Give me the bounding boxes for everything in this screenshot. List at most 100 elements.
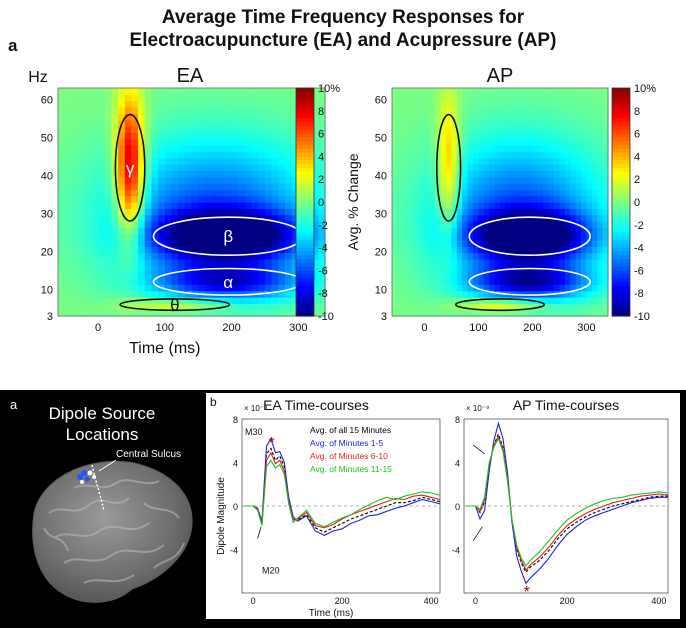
heatmap-frame — [391, 87, 609, 317]
y-tick-label: 4 — [455, 459, 460, 469]
heatmap-cell — [231, 290, 239, 298]
heatmap-cell — [440, 214, 447, 222]
heatmap-cell — [554, 221, 560, 228]
heatmap-cell — [151, 126, 159, 133]
heatmap-cell — [429, 278, 436, 285]
heatmap-cell — [224, 208, 233, 216]
heatmap-cell — [111, 208, 119, 216]
heatmap-cell — [570, 183, 577, 190]
heatmap-cell — [494, 113, 501, 121]
heatmap-cell — [244, 132, 253, 140]
colorbar-segment — [612, 217, 630, 222]
heatmap-cell — [64, 176, 72, 184]
heatmap-cell — [258, 119, 266, 127]
heatmap-cell — [244, 126, 253, 133]
heatmap-cell — [218, 202, 226, 209]
heatmap-cell — [124, 271, 133, 279]
heatmap-cell — [451, 214, 458, 222]
heatmap-cell — [231, 94, 239, 102]
heatmap-cell — [559, 126, 566, 133]
heatmap-cell — [429, 138, 436, 146]
heatmap-cell — [271, 88, 279, 95]
heatmap-cell — [505, 157, 512, 165]
heatmap-cell — [467, 145, 474, 152]
heatmap-cell — [71, 138, 79, 146]
heatmap-cell — [397, 208, 404, 216]
heatmap-cell — [451, 170, 458, 178]
heatmap-cell — [244, 297, 253, 304]
heatmap-cell — [489, 259, 496, 266]
heatmap-cell — [456, 240, 463, 247]
heatmap-cell — [231, 100, 239, 108]
heatmap-cell — [264, 271, 273, 279]
heatmap-cell — [311, 284, 319, 292]
heatmap-cell — [424, 113, 431, 121]
heatmap-cell — [164, 214, 173, 222]
heatmap-cell — [575, 94, 582, 102]
heatmap-cell — [413, 170, 420, 178]
colorbar-tick-label: -8 — [318, 288, 328, 300]
heatmap-cell — [258, 240, 266, 247]
heatmap-cell — [456, 94, 463, 102]
heatmap-cell — [138, 227, 146, 235]
heatmap-cell — [271, 100, 279, 108]
heatmap-cell — [151, 151, 159, 159]
colorbar-segment — [296, 243, 314, 249]
heatmap-cell — [456, 297, 463, 304]
heatmap-cell — [144, 113, 153, 121]
heatmap-cell — [554, 145, 560, 152]
heatmap-cell — [311, 309, 319, 317]
heatmap-cell — [311, 145, 319, 152]
heatmap-cell — [408, 126, 415, 133]
heatmap-cell — [131, 290, 139, 298]
heatmap-cell — [591, 94, 598, 102]
heatmap-cell — [446, 94, 452, 102]
heatmap-cell — [483, 278, 490, 285]
heatmap-cell — [392, 100, 398, 108]
heatmap-cell — [500, 202, 506, 209]
heatmap-cell — [516, 246, 523, 254]
heatmap-cell — [473, 113, 479, 121]
heatmap-cell — [510, 164, 517, 171]
heatmap-cell — [597, 265, 604, 273]
heatmap-cell — [244, 138, 253, 146]
heatmap-cell — [104, 132, 112, 140]
heatmap-cell — [71, 278, 79, 285]
heatmap-cell — [500, 94, 506, 102]
heatmap-cell — [71, 170, 79, 178]
heatmap-cell — [451, 183, 458, 190]
colorbar-segment — [612, 251, 630, 256]
heatmap-cell — [440, 303, 447, 311]
y-tick-label: 50 — [375, 132, 387, 144]
heatmap-cell — [204, 284, 213, 292]
heatmap-cell — [510, 303, 517, 311]
colorbar-tick-label: 10% — [634, 83, 656, 95]
heatmap-cell — [408, 221, 415, 228]
heatmap-cell — [104, 208, 112, 216]
heatmap-cell — [581, 233, 587, 241]
heatmap-cell — [204, 246, 213, 254]
heatmap-cell — [104, 164, 112, 171]
heatmap-cell — [483, 176, 490, 184]
heatmap-cell — [586, 227, 593, 235]
heatmap-cell — [171, 297, 179, 304]
heatmap-cell — [164, 208, 173, 216]
heatmap-cell — [456, 290, 463, 298]
heatmap-cell — [397, 138, 404, 146]
heatmap-cell — [98, 233, 106, 241]
heatmap-cell — [251, 278, 259, 285]
heatmap-cell — [462, 195, 469, 203]
heatmap-cell — [543, 151, 550, 159]
colorbar-segment — [612, 107, 630, 112]
heatmap-cell — [597, 278, 604, 285]
heatmap-cell — [483, 233, 490, 241]
heatmap-cell — [602, 170, 609, 178]
heatmap-cell — [548, 138, 555, 146]
heatmap-cell — [424, 100, 431, 108]
heatmap-cell — [478, 290, 485, 298]
heatmap-cell — [278, 176, 286, 184]
heatmap-cell — [151, 88, 159, 95]
heatmap-cell — [71, 183, 79, 190]
heatmap-cell — [238, 126, 246, 133]
